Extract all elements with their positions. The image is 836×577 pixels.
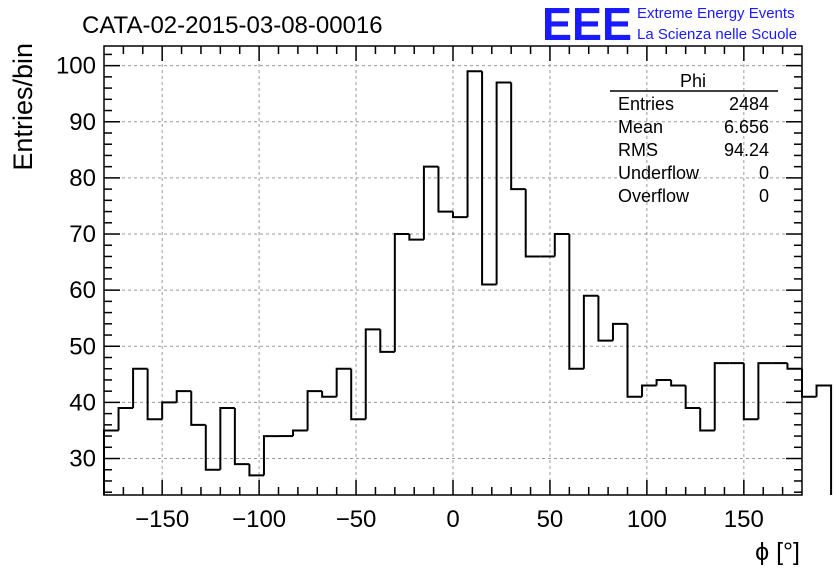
histogram-bin: [335, 367, 352, 397]
histogram-bin: [757, 362, 773, 420]
eee-logo-line2: La Scienza nelle Scuole: [637, 26, 797, 43]
histogram-bin: [699, 408, 715, 432]
histogram-bin: [626, 323, 643, 398]
histogram-bin: [306, 390, 323, 431]
y-tick-label: 60: [69, 277, 96, 304]
y-tick-label: 30: [69, 446, 96, 473]
histogram-bin: [597, 295, 613, 342]
y-tick-label: 70: [69, 221, 96, 248]
run-title: CATA-02-2015-03-08-00016: [82, 12, 383, 39]
x-tick-label: 0: [446, 506, 459, 533]
histogram-bin: [670, 379, 686, 387]
stats-box-title: Phi: [680, 71, 706, 91]
stats-rows: Entries 2484 Mean 6.656 RMS 94.24 Underflow 0 Ov…: [618, 94, 769, 206]
stats-value: 2484: [729, 94, 769, 114]
tick-labels-layer: −150 −100 −50 0 50 100 150 30 40 50 60 70 80 90 100: [56, 53, 764, 533]
x-tick-label: −50: [336, 506, 377, 533]
stats-value: 6.656: [724, 117, 769, 137]
x-tick-label: −150: [135, 506, 189, 533]
histogram-bin: [117, 407, 134, 431]
histogram-bin: [262, 435, 279, 476]
y-tick-label: 40: [69, 389, 96, 416]
histogram-bin: [481, 71, 497, 286]
histogram-bin: [219, 407, 235, 470]
ticks-layer: [104, 46, 802, 495]
histogram-bin: [350, 368, 366, 421]
histogram-bin: [393, 233, 410, 352]
histogram-bin: [190, 391, 206, 426]
histogram-bin: [437, 166, 453, 213]
x-tick-label: 50: [537, 506, 564, 533]
stats-value: 0: [759, 186, 769, 206]
histogram-bin: [655, 378, 672, 386]
stats-value: 94.24: [724, 140, 769, 160]
y-tick-label: 80: [69, 165, 96, 192]
histogram-bin: [321, 391, 337, 398]
eee-logo: EEE Extreme Energy Events La Scienza nel…: [542, 0, 797, 50]
x-tick-label: 100: [627, 506, 667, 533]
stats-label: RMS: [618, 140, 658, 160]
stats-label: Entries: [618, 94, 674, 114]
histogram-bin: [495, 81, 512, 285]
histogram-bin: [422, 165, 439, 240]
histogram-bin: [524, 189, 541, 258]
histogram-bin: [742, 363, 759, 421]
histogram-bin: [146, 368, 163, 421]
histogram-bin: [641, 384, 657, 397]
y-tick-label: 100: [56, 53, 96, 80]
histogram-bin: [233, 408, 250, 466]
histogram-bin: [713, 362, 730, 431]
x-tick-label: −100: [232, 506, 286, 533]
histogram-bin: [815, 384, 833, 495]
histogram-bin: [553, 233, 570, 257]
stats-box: Phi Entries 2484 Mean 6.656 RMS 94.24 Underflo…: [610, 71, 778, 206]
y-tick-label: 90: [69, 109, 96, 136]
eee-logo-letters: EEE: [542, 0, 632, 50]
histogram-bin: [466, 70, 483, 218]
histogram-bin: [582, 294, 599, 369]
stats-label: Mean: [618, 117, 663, 137]
stats-label: Underflow: [618, 163, 700, 183]
histogram-bin: [408, 234, 424, 241]
histogram-bin: [684, 385, 701, 410]
histogram-bin: [611, 322, 628, 341]
histogram-bin: [379, 329, 395, 353]
histogram-bin: [510, 82, 526, 191]
histogram-bin: [132, 367, 148, 409]
x-axis-title: ϕ [°]: [755, 538, 800, 566]
histogram-bin: [204, 424, 221, 471]
histogram-bin: [175, 390, 192, 403]
histogram-bin: [364, 328, 381, 420]
y-tick-label: 50: [69, 333, 96, 360]
histogram-bin: [161, 401, 177, 420]
plot-frame: [103, 45, 803, 496]
histogram-bin: [786, 363, 802, 370]
x-tick-label: 150: [724, 506, 764, 533]
histogram-bin: [248, 464, 264, 477]
y-axis-title: Entries/bin: [8, 43, 38, 171]
stats-label: Overflow: [618, 186, 690, 206]
stats-value: 0: [759, 163, 769, 183]
histogram-bin: [292, 429, 308, 437]
eee-logo-line1: Extreme Energy Events: [637, 5, 795, 22]
histogram-bins: [103, 70, 833, 495]
histogram-bin: [568, 234, 584, 370]
histogram-bin: [452, 211, 468, 219]
